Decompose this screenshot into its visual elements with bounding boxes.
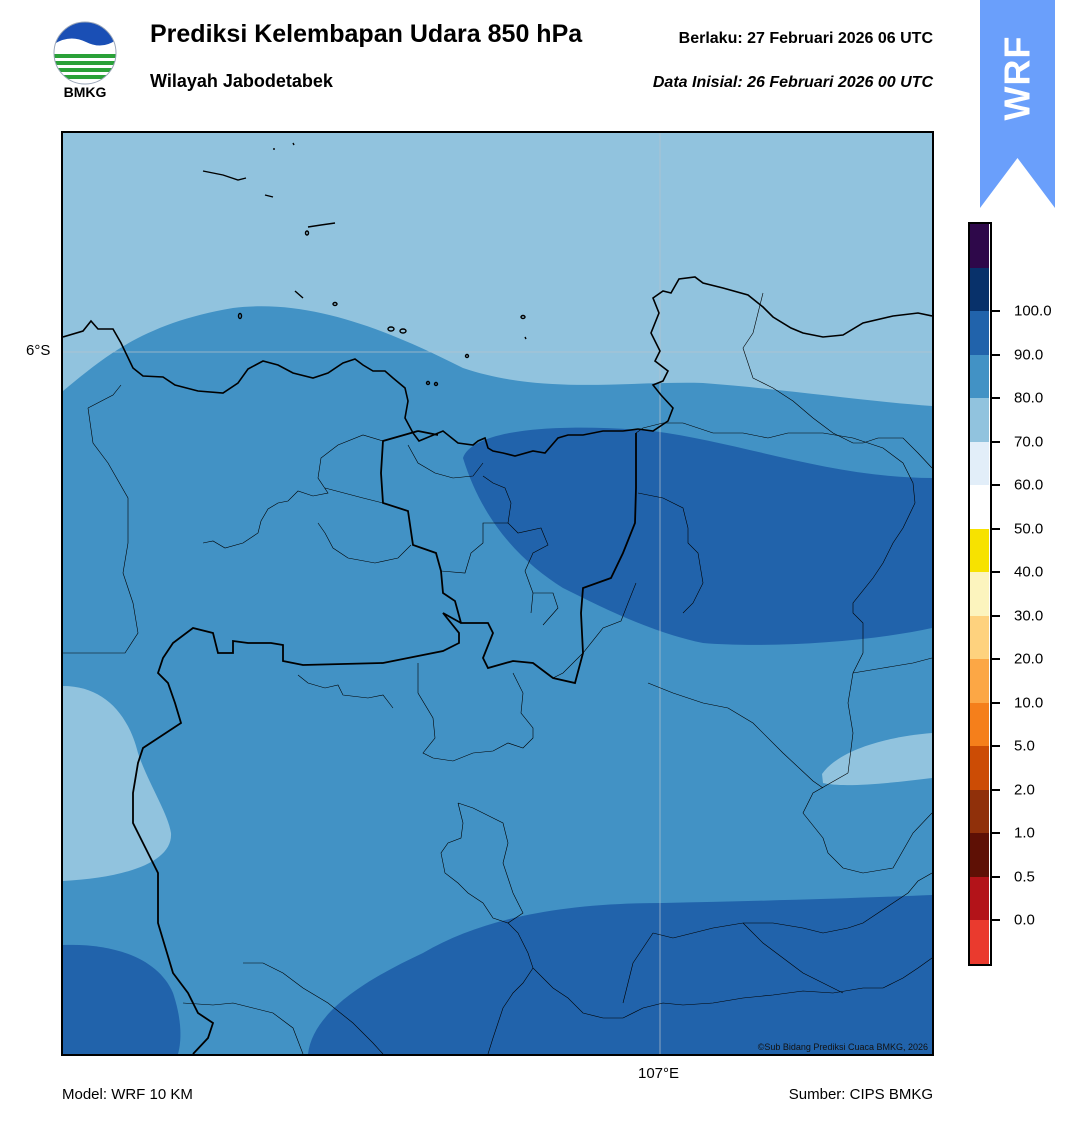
source-label: Sumber: CIPS BMKG — [788, 1086, 933, 1103]
colorbar-segment — [970, 572, 989, 617]
colorbar-segment — [970, 528, 989, 573]
logo-label: BMKG — [63, 84, 107, 100]
latitude-label: 6°S — [26, 342, 51, 359]
colorbar-tick-label: 0.0 — [1014, 911, 1035, 929]
colorbar-tick-label: 2.0 — [1014, 781, 1035, 799]
colorbar — [968, 222, 992, 966]
bmkg-logo: BMKG — [52, 20, 118, 104]
colorbar-segment — [970, 659, 989, 704]
colorbar-tick — [992, 527, 1000, 530]
colorbar-segment — [970, 485, 989, 530]
colorbar-tick — [992, 658, 1000, 661]
thousand-islands — [202, 142, 527, 387]
humidity-map: ©Sub Bidang Prediksi Cuaca BMKG, 2026 — [61, 131, 934, 1056]
coastline — [63, 276, 932, 457]
colorbar-segment — [970, 441, 989, 486]
colorbar-tick — [992, 353, 1000, 356]
colorbar-segment — [970, 311, 989, 356]
colorbar-segment — [970, 833, 989, 878]
colorbar-segment — [970, 920, 989, 965]
colorbar-tick — [992, 484, 1000, 487]
bmkg-logo-icon — [53, 21, 117, 85]
valid-time: Berlaku: 27 Februari 2026 06 UTC — [678, 30, 933, 47]
colorbar-tick — [992, 788, 1000, 791]
colorbar-tick-label: 10.0 — [1014, 694, 1044, 712]
colorbar-border — [968, 222, 992, 966]
map-title: Prediksi Kelembapan Udara 850 hPa — [150, 20, 583, 48]
colorbar-segment — [970, 876, 989, 921]
colorbar-tick-label: 40.0 — [1014, 563, 1044, 581]
colorbar-tick — [992, 701, 1000, 704]
colorbar-tick-label: 50.0 — [1014, 520, 1044, 538]
initial-time: Data Inisial: 26 Februari 2026 00 UTC — [652, 74, 933, 91]
regency-boundaries — [63, 292, 932, 1054]
colorbar-segment — [970, 267, 989, 312]
longitude-label: 107°E — [638, 1065, 680, 1082]
colorbar-segment — [970, 224, 989, 269]
zone-80-90-lower-left — [63, 944, 181, 1054]
colorbar-tick-label: 30.0 — [1014, 607, 1044, 625]
zone-60-70-left — [63, 686, 172, 881]
colorbar-tick — [992, 614, 1000, 617]
colorbar-tick-label: 5.0 — [1014, 737, 1035, 755]
map-subtitle: Wilayah Jabodetabek — [150, 71, 333, 91]
colorbar-tick-label: 60.0 — [1014, 476, 1044, 494]
colorbar-segment — [970, 354, 989, 399]
wrf-banner-label: WRF — [980, 28, 1055, 128]
colorbar-tick — [992, 875, 1000, 878]
province-boundary — [132, 430, 637, 1054]
colorbar-tick — [992, 919, 1000, 922]
colorbar-segment — [970, 702, 989, 747]
zone-80-90-upper — [463, 427, 932, 645]
colorbar-segment — [970, 615, 989, 660]
colorbar-tick — [992, 397, 1000, 400]
map-canvas — [63, 133, 932, 1054]
colorbar-tick-label: 80.0 — [1014, 389, 1044, 407]
colorbar-tick — [992, 440, 1000, 443]
wrf-text: WRF — [996, 35, 1038, 121]
zone-60-70-right — [822, 733, 932, 786]
colorbar-tick — [992, 745, 1000, 748]
model-label: Model: WRF 10 KM — [62, 1086, 193, 1103]
colorbar-tick-label: 100.0 — [1014, 302, 1052, 320]
colorbar-tick-label: 1.0 — [1014, 824, 1035, 842]
colorbar-tick-label: 20.0 — [1014, 650, 1044, 668]
map-credit: ©Sub Bidang Prediksi Cuaca BMKG, 2026 — [757, 1042, 928, 1052]
zone-80-90-lower — [308, 895, 932, 1054]
colorbar-tick — [992, 310, 1000, 313]
colorbar-segment — [970, 398, 989, 443]
colorbar-segment — [970, 789, 989, 834]
colorbar-tick-label: 0.5 — [1014, 868, 1035, 886]
colorbar-tick-label: 90.0 — [1014, 346, 1044, 364]
colorbar-tick-label: 70.0 — [1014, 433, 1044, 451]
colorbar-tick — [992, 832, 1000, 835]
colorbar-tick — [992, 571, 1000, 574]
wrf-banner — [980, 0, 1055, 208]
colorbar-segment — [970, 746, 989, 791]
